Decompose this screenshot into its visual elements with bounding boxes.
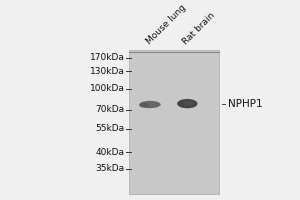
Text: 170kDa: 170kDa — [90, 53, 124, 62]
Text: 130kDa: 130kDa — [90, 67, 124, 76]
Ellipse shape — [139, 101, 161, 108]
Ellipse shape — [177, 99, 197, 108]
Text: 70kDa: 70kDa — [95, 105, 124, 114]
Text: 100kDa: 100kDa — [90, 84, 124, 93]
Text: Mouse lung: Mouse lung — [145, 3, 188, 46]
Ellipse shape — [183, 101, 193, 105]
Ellipse shape — [139, 103, 149, 108]
Text: Rat brain: Rat brain — [181, 11, 217, 46]
Text: 55kDa: 55kDa — [95, 124, 124, 133]
Bar — [129, 50, 219, 194]
Text: 35kDa: 35kDa — [95, 164, 124, 173]
Text: 40kDa: 40kDa — [96, 148, 124, 157]
Text: NPHP1: NPHP1 — [228, 99, 262, 109]
